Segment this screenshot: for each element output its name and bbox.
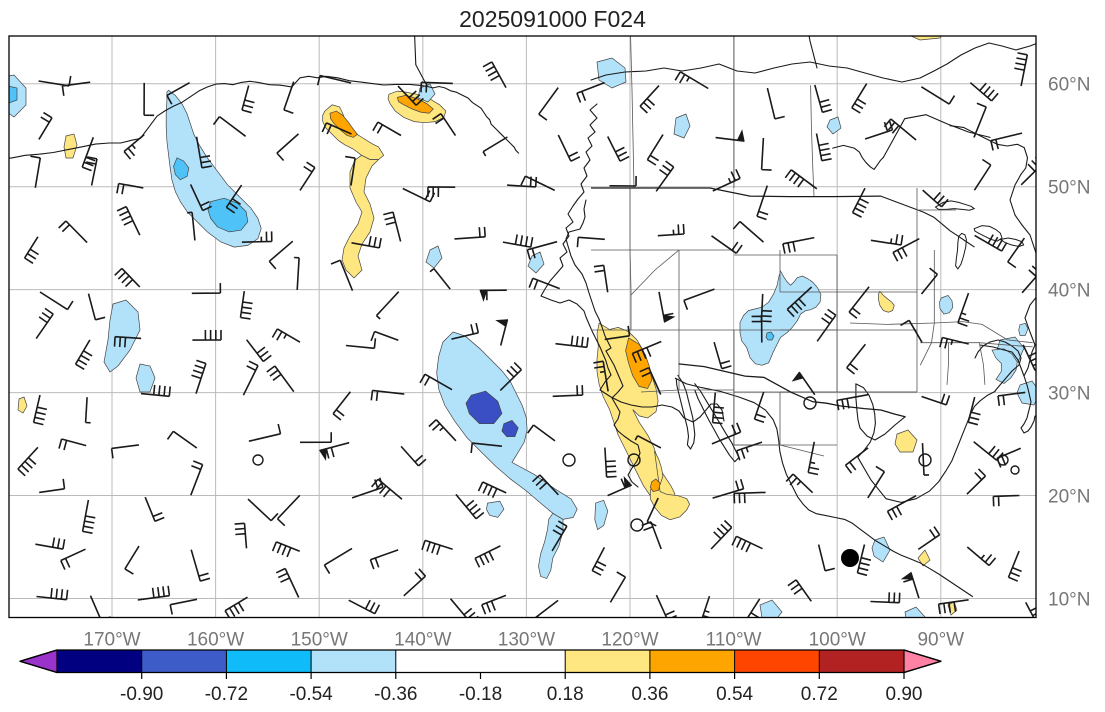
svg-text:100°W: 100°W xyxy=(809,630,866,651)
svg-text:0.54: 0.54 xyxy=(716,684,753,705)
svg-text:170°W: 170°W xyxy=(83,630,140,651)
svg-text:-0.54: -0.54 xyxy=(289,684,333,705)
svg-text:90°W: 90°W xyxy=(917,630,964,651)
svg-text:50°N: 50°N xyxy=(1048,178,1090,199)
svg-text:-0.72: -0.72 xyxy=(205,684,248,705)
svg-text:-0.90: -0.90 xyxy=(120,684,163,705)
svg-text:0.36: 0.36 xyxy=(631,684,668,705)
svg-text:10°N: 10°N xyxy=(1048,590,1090,611)
svg-text:0.18: 0.18 xyxy=(547,684,584,705)
svg-text:120°W: 120°W xyxy=(601,630,658,651)
svg-text:110°W: 110°W xyxy=(706,630,762,651)
svg-text:0.72: 0.72 xyxy=(801,684,838,705)
svg-text:-0.36: -0.36 xyxy=(374,684,417,705)
svg-text:150°W: 150°W xyxy=(291,630,348,651)
svg-text:160°W: 160°W xyxy=(187,630,244,651)
svg-text:30°N: 30°N xyxy=(1048,384,1090,405)
svg-text:-0.18: -0.18 xyxy=(459,684,502,705)
svg-text:0.90: 0.90 xyxy=(886,684,923,705)
svg-text:20°N: 20°N xyxy=(1048,487,1090,508)
svg-text:130°W: 130°W xyxy=(498,630,555,651)
svg-text:60°N: 60°N xyxy=(1048,75,1090,96)
svg-text:140°W: 140°W xyxy=(394,630,451,651)
svg-text:40°N: 40°N xyxy=(1048,281,1090,302)
